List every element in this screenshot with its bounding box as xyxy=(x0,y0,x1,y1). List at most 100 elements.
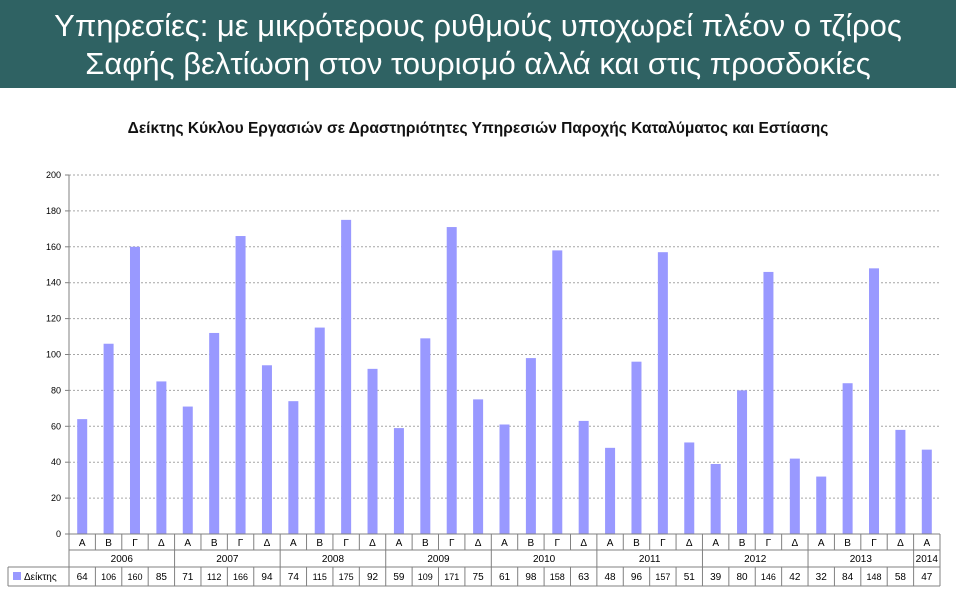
bar xyxy=(684,442,695,534)
data-label: 112 xyxy=(207,572,221,582)
bar xyxy=(473,399,484,534)
bar xyxy=(816,476,827,534)
bar xyxy=(77,419,88,534)
bar xyxy=(869,268,880,534)
chart-title: Δείκτης Κύκλου Εργασιών σε Δραστηριότητε… xyxy=(127,120,829,137)
data-label: 160 xyxy=(127,572,142,582)
data-label: 148 xyxy=(866,572,881,582)
y-tick-label: 100 xyxy=(46,350,61,360)
legend-key xyxy=(13,572,21,580)
data-label: 84 xyxy=(842,572,854,583)
y-tick-label: 200 xyxy=(46,170,61,180)
data-label: 96 xyxy=(631,572,643,583)
y-tick-label: 160 xyxy=(46,242,61,252)
bar xyxy=(710,463,721,534)
slide-header: Υπηρεσίες: με μικρότερους ρυθμούς υποχωρ… xyxy=(0,0,956,88)
data-label: 92 xyxy=(367,572,379,583)
data-label: 146 xyxy=(761,572,776,582)
data-label: 48 xyxy=(605,572,617,583)
data-label: 63 xyxy=(578,572,590,583)
x-tick-label: Β xyxy=(844,538,851,549)
x-tick-label: Β xyxy=(316,538,323,549)
bar xyxy=(789,458,800,534)
data-label: 171 xyxy=(444,572,459,582)
x-tick-label: Γ xyxy=(132,538,138,549)
data-label: 74 xyxy=(288,572,300,583)
x-tick-label: Β xyxy=(422,538,429,549)
x-tick-label: Α xyxy=(396,538,403,549)
bar xyxy=(235,236,246,534)
bar xyxy=(209,332,220,534)
x-group-label: 2008 xyxy=(322,554,345,565)
bar xyxy=(499,424,510,534)
data-label: 166 xyxy=(233,572,248,582)
bar xyxy=(393,428,404,534)
x-group-label: 2006 xyxy=(111,554,134,565)
data-label: 106 xyxy=(101,572,116,582)
slide-title-line-2: Σαφής βελτίωση στον τουρισμό αλλά και στ… xyxy=(85,46,871,81)
data-label: 47 xyxy=(921,572,933,583)
x-group-label: 2010 xyxy=(533,554,556,565)
y-tick-label: 140 xyxy=(46,278,61,288)
x-group-label: 2011 xyxy=(639,554,661,565)
data-label: 94 xyxy=(261,572,273,583)
bar xyxy=(737,390,748,534)
data-label: 158 xyxy=(550,572,565,582)
x-tick-label: Β xyxy=(633,538,640,549)
bar xyxy=(921,449,932,534)
x-tick-label: Γ xyxy=(766,538,772,549)
x-group-label: 2013 xyxy=(850,554,873,565)
x-tick-label: Α xyxy=(184,538,191,549)
x-tick-label: Γ xyxy=(871,538,877,549)
y-tick-label: 40 xyxy=(51,457,61,467)
x-tick-label: Β xyxy=(739,538,746,549)
legend-label: Δείκτης xyxy=(24,571,57,583)
bar xyxy=(446,227,457,534)
data-label: 109 xyxy=(418,572,433,582)
bar xyxy=(605,447,616,534)
bar xyxy=(182,406,193,534)
x-tick-label: Δ xyxy=(264,538,271,549)
x-tick-label: Δ xyxy=(686,538,693,549)
x-tick-label: Α xyxy=(818,538,825,549)
x-tick-label: Γ xyxy=(343,538,349,549)
data-label: 58 xyxy=(895,572,907,583)
data-label: 115 xyxy=(313,572,327,582)
data-label: 64 xyxy=(77,572,89,583)
x-group-label: 2007 xyxy=(216,554,239,565)
bar xyxy=(341,219,352,534)
data-label: 85 xyxy=(156,572,168,583)
x-tick-label: Δ xyxy=(369,538,376,549)
data-label: 42 xyxy=(789,572,801,583)
bar xyxy=(631,361,642,534)
x-tick-label: Α xyxy=(290,538,297,549)
bar xyxy=(552,250,563,534)
bar xyxy=(895,429,906,534)
x-tick-label: Γ xyxy=(238,538,244,549)
x-tick-label: Γ xyxy=(555,538,561,549)
x-group-label: 2012 xyxy=(744,554,767,565)
x-tick-label: Δ xyxy=(475,538,482,549)
bar xyxy=(129,246,140,535)
data-label: 61 xyxy=(499,572,511,583)
bar xyxy=(288,401,299,534)
slide-title-line-1: Υπηρεσίες: με μικρότερους ρυθμούς υποχωρ… xyxy=(54,8,902,43)
data-label: 80 xyxy=(736,572,748,583)
x-tick-label: Α xyxy=(79,538,86,549)
x-tick-label: Β xyxy=(211,538,218,549)
data-label: 157 xyxy=(655,572,670,582)
x-tick-label: Γ xyxy=(660,538,666,549)
x-tick-label: Β xyxy=(105,538,112,549)
data-label: 32 xyxy=(816,572,828,583)
y-tick-label: 0 xyxy=(56,529,61,539)
y-tick-label: 80 xyxy=(51,385,61,395)
x-tick-label: Δ xyxy=(158,538,165,549)
data-label: 98 xyxy=(525,572,537,583)
y-tick-label: 120 xyxy=(46,314,61,324)
bar xyxy=(763,271,774,534)
x-tick-label: Δ xyxy=(580,538,587,549)
bar xyxy=(314,327,325,534)
bar xyxy=(657,252,668,534)
x-tick-label: Γ xyxy=(449,538,455,549)
